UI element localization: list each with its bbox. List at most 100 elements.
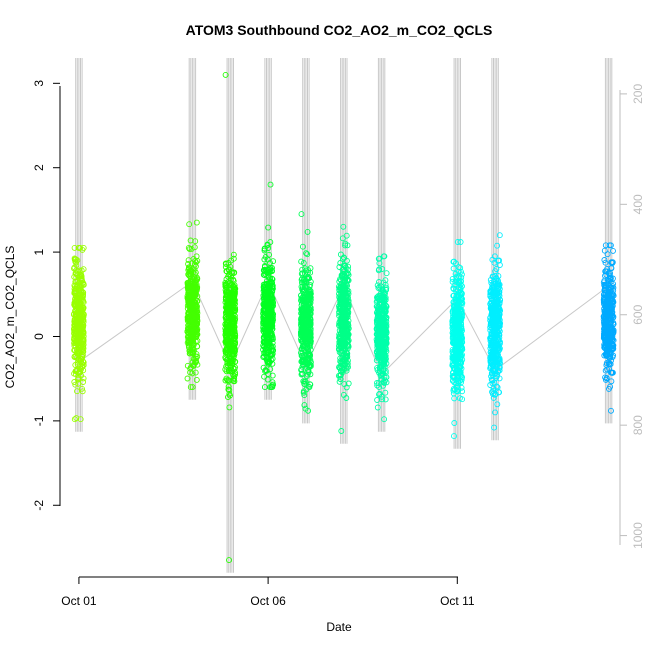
data-point (306, 334, 313, 341)
data-point (487, 345, 494, 352)
data-point (342, 275, 349, 282)
data-point (380, 349, 387, 356)
data-point (606, 302, 613, 309)
data-point (185, 244, 192, 251)
data-point (231, 317, 238, 324)
data-point (268, 275, 275, 282)
data-point (490, 387, 497, 394)
y-tick-label: -1 (32, 415, 46, 426)
data-point (304, 343, 311, 350)
point-series (222, 71, 239, 564)
data-point (193, 330, 200, 337)
data-point (378, 360, 385, 367)
data-point (489, 340, 496, 347)
data-point (606, 312, 612, 319)
data-point (495, 278, 502, 284)
secondary-y-tick-label: 800 (631, 415, 645, 435)
data-point (185, 281, 192, 288)
data-point (262, 339, 269, 346)
data-point (189, 384, 196, 391)
data-point (299, 243, 306, 250)
y-tick-label: -2 (32, 500, 46, 511)
data-point (75, 317, 82, 324)
data-point (491, 352, 498, 359)
data-point (79, 385, 85, 392)
data-point (605, 293, 611, 300)
data-point (302, 405, 309, 412)
data-point (497, 360, 503, 366)
data-point (231, 375, 238, 382)
data-point (184, 362, 191, 369)
x-axis-ticks: Oct 01 Oct 06 Oct 11 (61, 577, 475, 608)
data-point (376, 266, 383, 273)
data-point (490, 318, 497, 325)
data-point (267, 312, 274, 319)
data-point (605, 359, 612, 365)
data-point (192, 369, 199, 376)
y-tick-label: 0 (32, 333, 46, 340)
data-point (610, 321, 617, 328)
data-point (269, 285, 276, 292)
data-point (339, 283, 346, 290)
data-point (459, 356, 466, 363)
data-point (450, 265, 457, 272)
data-point (304, 312, 311, 319)
data-point (340, 291, 347, 298)
data-point (307, 287, 314, 294)
data-point (379, 266, 386, 272)
data-point (185, 327, 192, 334)
data-point (80, 338, 87, 345)
data-point (189, 370, 196, 377)
data-point (450, 327, 456, 334)
data-point (374, 342, 381, 349)
data-point (340, 391, 347, 398)
data-point (74, 345, 81, 352)
data-point (603, 375, 610, 382)
data-point (601, 299, 608, 306)
data-point (496, 232, 503, 239)
x-tick-label: Oct 06 (250, 594, 286, 608)
data-point (303, 373, 310, 380)
data-point (374, 404, 381, 411)
point-series (373, 253, 390, 423)
data-point (490, 273, 496, 280)
data-point (74, 359, 81, 366)
data-point (375, 285, 382, 291)
data-point (222, 71, 229, 78)
data-point (307, 338, 314, 344)
data-point (298, 292, 305, 299)
data-point (226, 557, 232, 564)
data-point (300, 356, 307, 363)
data-point (453, 388, 460, 395)
data-point (194, 257, 201, 264)
data-point (185, 300, 192, 307)
data-point (345, 305, 352, 312)
data-point (267, 366, 274, 373)
data-point (307, 319, 314, 326)
data-point (458, 309, 465, 316)
secondary-y-tick-label: 200 (631, 84, 645, 104)
data-point (451, 433, 457, 440)
data-point (228, 348, 235, 355)
data-point (454, 317, 461, 324)
data-point (604, 330, 611, 337)
data-point (374, 367, 381, 373)
data-point (337, 365, 343, 372)
data-point (490, 385, 497, 392)
data-point (298, 211, 305, 218)
data-point (345, 290, 352, 297)
data-point (340, 254, 347, 261)
data-point (300, 325, 307, 332)
data-point (261, 266, 268, 273)
data-point (458, 360, 465, 367)
secondary-y-tick-label: 600 (631, 304, 645, 324)
data-point (383, 270, 390, 277)
data-point (71, 353, 78, 360)
data-point (601, 285, 608, 291)
data-point (71, 370, 78, 377)
data-point (496, 321, 503, 328)
secondary-y-tick-label: 400 (631, 194, 645, 214)
data-point (343, 333, 350, 340)
point-series (487, 232, 504, 431)
data-point (304, 274, 311, 280)
